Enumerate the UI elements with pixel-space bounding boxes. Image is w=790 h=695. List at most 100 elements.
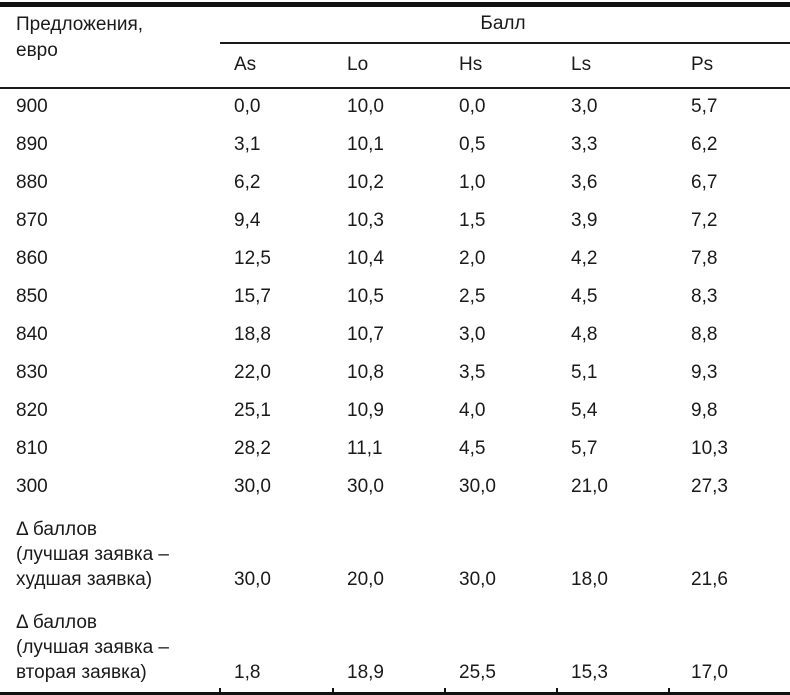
row-label-cell: Δ баллов (лучшая заявка – худшая заявка) (16, 518, 169, 590)
bottom-border-segment (556, 687, 669, 695)
bottom-border-segment (219, 687, 333, 695)
value-cell: 30,0 (459, 475, 496, 497)
value-cell: 9,4 (234, 209, 261, 231)
bottom-border-segment (332, 687, 445, 695)
col-header-lo: Lo (333, 42, 445, 89)
delta-best-second-row: Δ баллов (лучшая заявка – вторая заявка)… (0, 599, 790, 688)
value-cell: 0,0 (459, 96, 486, 117)
value-cell: 22,0 (234, 361, 271, 383)
table-row: 880 6,2 10,2 1,0 3,6 6,7 (0, 164, 790, 202)
value-cell: 4,2 (571, 247, 598, 269)
value-cell: 6,7 (691, 171, 718, 193)
value-cell: 9,3 (691, 361, 718, 383)
table-row: 810 28,2 11,1 4,5 5,7 10,3 (0, 430, 790, 468)
row-label-cell: 870 (16, 209, 48, 231)
value-cell: 21,6 (691, 568, 728, 590)
bottom-border-row (0, 687, 790, 695)
col-header-hs: Hs (445, 42, 557, 89)
value-cell: 5,7 (691, 96, 718, 117)
value-cell: 7,8 (691, 247, 718, 269)
value-cell: 4,0 (459, 399, 486, 421)
group-header-row: Предложения, евро Балл (0, 4, 790, 89)
row-label-cell: 300 (16, 475, 48, 497)
value-cell: 1,5 (459, 209, 486, 231)
value-cell: 18,8 (234, 323, 271, 345)
value-cell: 0,0 (234, 96, 261, 117)
value-cell: 15,7 (234, 285, 271, 307)
value-cell: 1,0 (459, 171, 486, 193)
value-cell: 18,9 (347, 661, 384, 683)
col-header-as: As (220, 42, 333, 89)
value-cell: 4,5 (459, 437, 486, 459)
row-label-cell: Δ баллов (лучшая заявка – вторая заявка) (16, 611, 169, 683)
value-cell: 3,1 (234, 133, 261, 155)
row-label-cell: 890 (16, 133, 48, 155)
value-cell: 8,3 (691, 285, 718, 307)
value-cell: 9,8 (691, 399, 718, 421)
value-cell: 12,5 (234, 247, 271, 269)
table-row: 300 30,0 30,0 30,0 21,0 27,3 (0, 468, 790, 506)
value-cell: 8,8 (691, 323, 718, 345)
value-cell: 3,0 (459, 323, 486, 345)
value-cell: 10,3 (691, 437, 728, 459)
table-row: 860 12,5 10,4 2,0 4,2 7,8 (0, 240, 790, 278)
value-cell: 17,0 (691, 661, 728, 683)
table-body: 900 0,0 10,0 0,0 3,0 5,7 890 3,1 10,1 0,… (0, 88, 790, 695)
delta-best-worst-row: Δ баллов (лучшая заявка – худшая заявка)… (0, 506, 790, 599)
table-row: 890 3,1 10,1 0,5 3,3 6,2 (0, 126, 790, 164)
value-cell: 10,9 (347, 399, 384, 421)
table-row: 840 18,8 10,7 3,0 4,8 8,8 (0, 316, 790, 354)
offers-header-cell: Предложения, евро (0, 4, 220, 89)
value-cell: 2,5 (459, 285, 486, 307)
bottom-border-segment (668, 687, 790, 695)
table-row: 820 25,1 10,9 4,0 5,4 9,8 (0, 392, 790, 430)
value-cell: 18,0 (571, 568, 608, 590)
value-cell: 0,5 (459, 133, 486, 155)
value-cell: 10,7 (347, 323, 384, 345)
value-cell: 10,4 (347, 247, 384, 269)
value-cell: 10,3 (347, 209, 384, 231)
score-group-header-cell: Балл (220, 4, 790, 44)
value-cell: 30,0 (234, 568, 271, 590)
value-cell: 11,1 (347, 437, 383, 459)
row-label-cell: 840 (16, 323, 48, 345)
value-cell: 10,8 (347, 361, 384, 383)
row-label-cell: 900 (16, 96, 48, 117)
value-cell: 4,8 (571, 323, 598, 345)
value-cell: 3,5 (459, 361, 486, 383)
value-cell: 10,0 (347, 96, 384, 117)
value-cell: 3,0 (571, 96, 598, 117)
table-row: 830 22,0 10,8 3,5 5,1 9,3 (0, 354, 790, 392)
row-label-cell: 850 (16, 285, 48, 307)
col-header-ps: Ps (669, 42, 790, 89)
value-cell: 5,4 (571, 399, 598, 421)
value-cell: 6,2 (691, 133, 718, 155)
value-cell: 5,1 (571, 361, 598, 383)
value-cell: 25,5 (459, 661, 496, 683)
value-cell: 10,1 (347, 133, 384, 155)
value-cell: 25,1 (234, 399, 271, 421)
column-header-row: As Lo Hs Ls Ps (0, 42, 790, 89)
value-cell: 3,9 (571, 209, 598, 231)
value-cell: 6,2 (234, 171, 261, 193)
value-cell: 7,2 (691, 209, 718, 231)
bottom-border-segment (0, 687, 220, 695)
value-cell: 27,3 (691, 475, 728, 497)
bottom-border-segment (444, 687, 557, 695)
row-label-cell: 880 (16, 171, 48, 193)
table-row: 850 15,7 10,5 2,5 4,5 8,3 (0, 278, 790, 316)
value-cell: 1,8 (234, 661, 261, 683)
row-label-cell: 830 (16, 361, 48, 383)
value-cell: 10,5 (347, 285, 384, 307)
value-cell: 21,0 (571, 475, 608, 497)
value-cell: 5,7 (571, 437, 598, 459)
table-row: 870 9,4 10,3 1,5 3,9 7,2 (0, 202, 790, 240)
value-cell: 30,0 (459, 568, 496, 590)
row-label-cell: 810 (16, 437, 48, 459)
value-cell: 30,0 (347, 475, 384, 497)
row-label-cell: 860 (16, 247, 48, 269)
value-cell: 28,2 (234, 437, 271, 459)
value-cell: 15,3 (571, 661, 608, 683)
value-cell: 10,2 (347, 171, 384, 193)
